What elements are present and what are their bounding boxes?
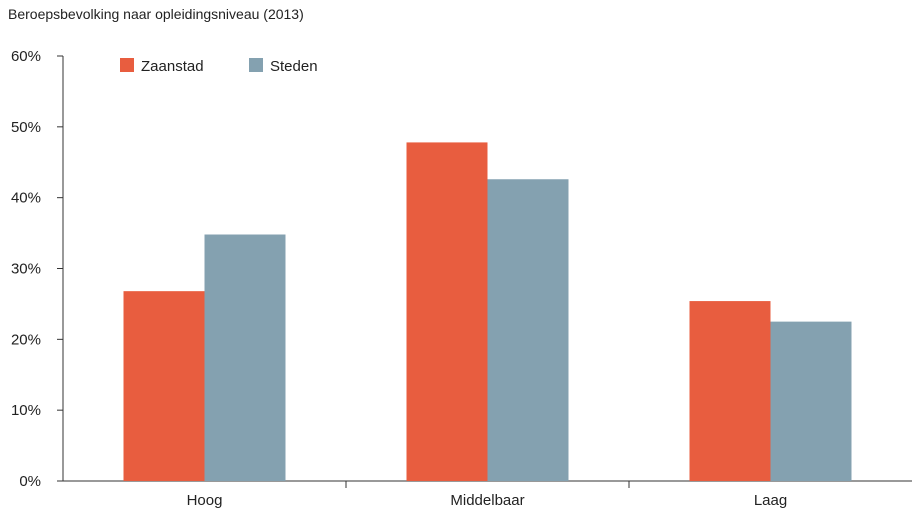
y-tick-label: 50%	[11, 119, 41, 136]
bar-steden	[204, 234, 286, 481]
y-tick-label: 0%	[19, 473, 41, 490]
x-axis: Hoog Middelbaar Laag	[63, 480, 912, 509]
y-tick-label: 10%	[11, 402, 41, 419]
y-axis: 0% 10% 20% 30% 40% 50% 60%	[11, 48, 64, 490]
bars	[123, 142, 852, 481]
bar-steden	[770, 321, 852, 481]
bar-zaanstad	[406, 142, 488, 481]
y-tick-label: 60%	[11, 48, 41, 65]
y-tick-label: 30%	[11, 261, 41, 278]
x-tick-label: Hoog	[187, 492, 223, 509]
legend-label-steden: Steden	[270, 58, 318, 75]
bar-zaanstad	[123, 291, 205, 481]
x-tick-label: Middelbaar	[450, 492, 524, 509]
legend: Zaanstad Steden	[120, 58, 318, 75]
y-tick-label: 20%	[11, 331, 41, 348]
x-tick-label: Laag	[754, 492, 787, 509]
legend-label-zaanstad: Zaanstad	[141, 58, 204, 75]
legend-swatch-steden	[249, 58, 263, 72]
y-tick-label: 40%	[11, 190, 41, 207]
bar-zaanstad	[689, 301, 771, 481]
legend-swatch-zaanstad	[120, 58, 134, 72]
bar-steden	[487, 179, 569, 481]
chart-title: Beroepsbevolking naar opleidingsniveau (…	[8, 6, 304, 22]
